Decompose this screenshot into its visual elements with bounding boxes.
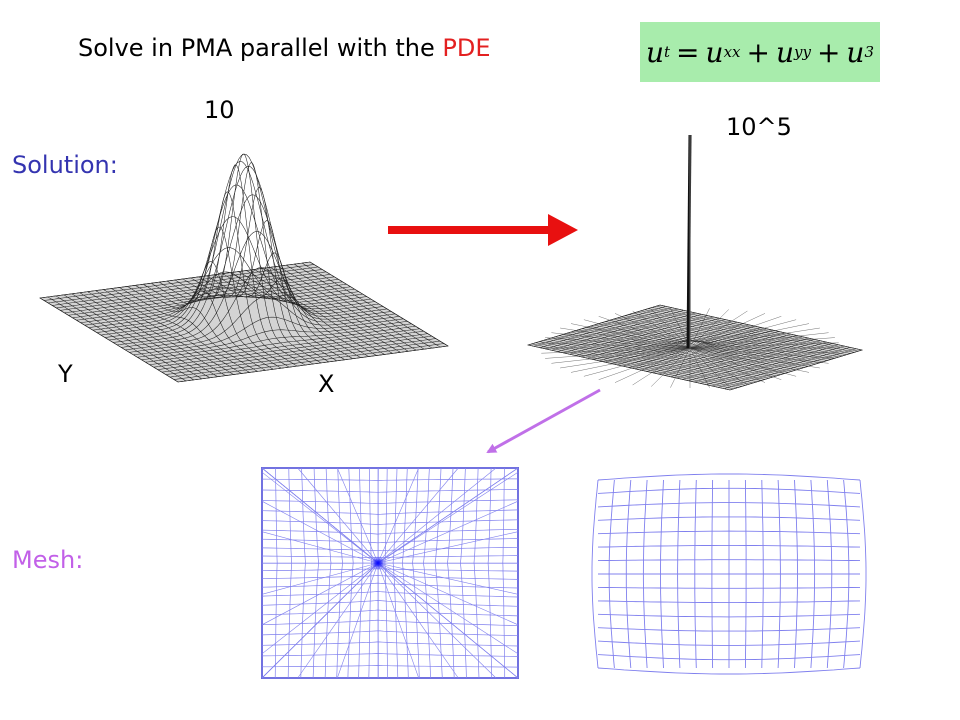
axis-x-label: X xyxy=(318,370,335,398)
eq-equals: = xyxy=(676,35,700,69)
eq-term2-sub: yy xyxy=(794,43,811,61)
mesh-label: Mesh: xyxy=(12,546,84,574)
eq-lhs-sub: t xyxy=(664,43,671,61)
title-pde: PDE xyxy=(442,34,491,62)
spike-surface-plot xyxy=(526,134,864,391)
red-arrow xyxy=(388,214,578,246)
eq-term3: u xyxy=(846,35,865,69)
eq-term1-sub: xx xyxy=(723,43,741,61)
adapted-mesh xyxy=(261,467,519,679)
title-text: Solve in PMA parallel with the xyxy=(78,34,443,62)
purple-arrow xyxy=(486,388,601,454)
gaussian-surface-plot xyxy=(39,153,449,383)
eq-plus-1: + xyxy=(746,35,770,69)
axis-y-label: Y xyxy=(58,360,73,388)
eq-term3-sup: 3 xyxy=(864,43,875,61)
solution-label: Solution: xyxy=(12,151,118,179)
eq-term2: u xyxy=(775,35,794,69)
eq-term1: u xyxy=(705,35,724,69)
peak-value-right: 10^5 xyxy=(726,113,792,141)
initial-mesh xyxy=(591,473,867,675)
peak-value-left: 10 xyxy=(204,96,235,124)
eq-lhs: u xyxy=(645,35,665,69)
slide-title: Solve in PMA parallel with the PDE xyxy=(78,34,491,62)
eq-plus-2: + xyxy=(816,35,841,69)
